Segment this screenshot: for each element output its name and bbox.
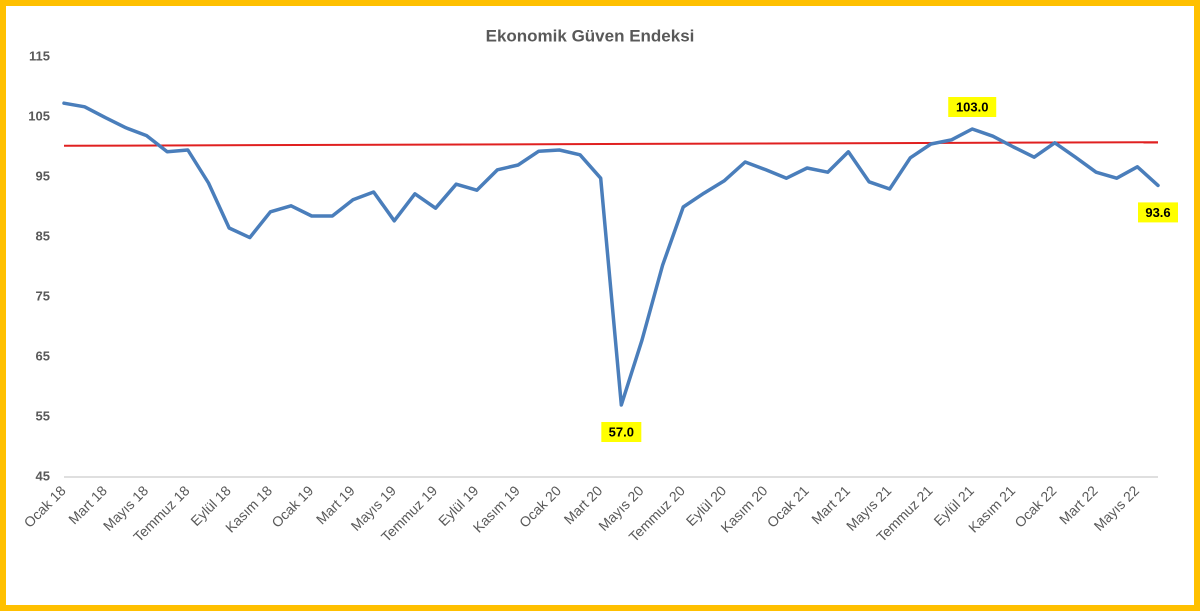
data-line xyxy=(62,101,1160,407)
y-tick-label: 85 xyxy=(36,228,50,243)
chart-title: Ekonomik Güven Endeksi xyxy=(486,26,695,45)
data-label-bg xyxy=(1138,202,1178,223)
y-tick-label: 65 xyxy=(36,348,50,363)
data-label-bg xyxy=(948,97,997,117)
data-label: 93.6 xyxy=(1145,205,1170,220)
y-tick-label: 95 xyxy=(36,168,50,183)
y-tick-label: 75 xyxy=(36,288,50,303)
y-tick-label: 55 xyxy=(36,408,50,423)
reference-line xyxy=(63,141,1159,147)
y-tick-label: 115 xyxy=(29,48,50,63)
data-label: 57.0 xyxy=(609,424,634,439)
data-label: 103.0 xyxy=(956,99,989,114)
y-tick-label: 45 xyxy=(36,468,50,483)
data-label-bg xyxy=(601,422,642,442)
y-tick-label: 105 xyxy=(28,108,50,123)
